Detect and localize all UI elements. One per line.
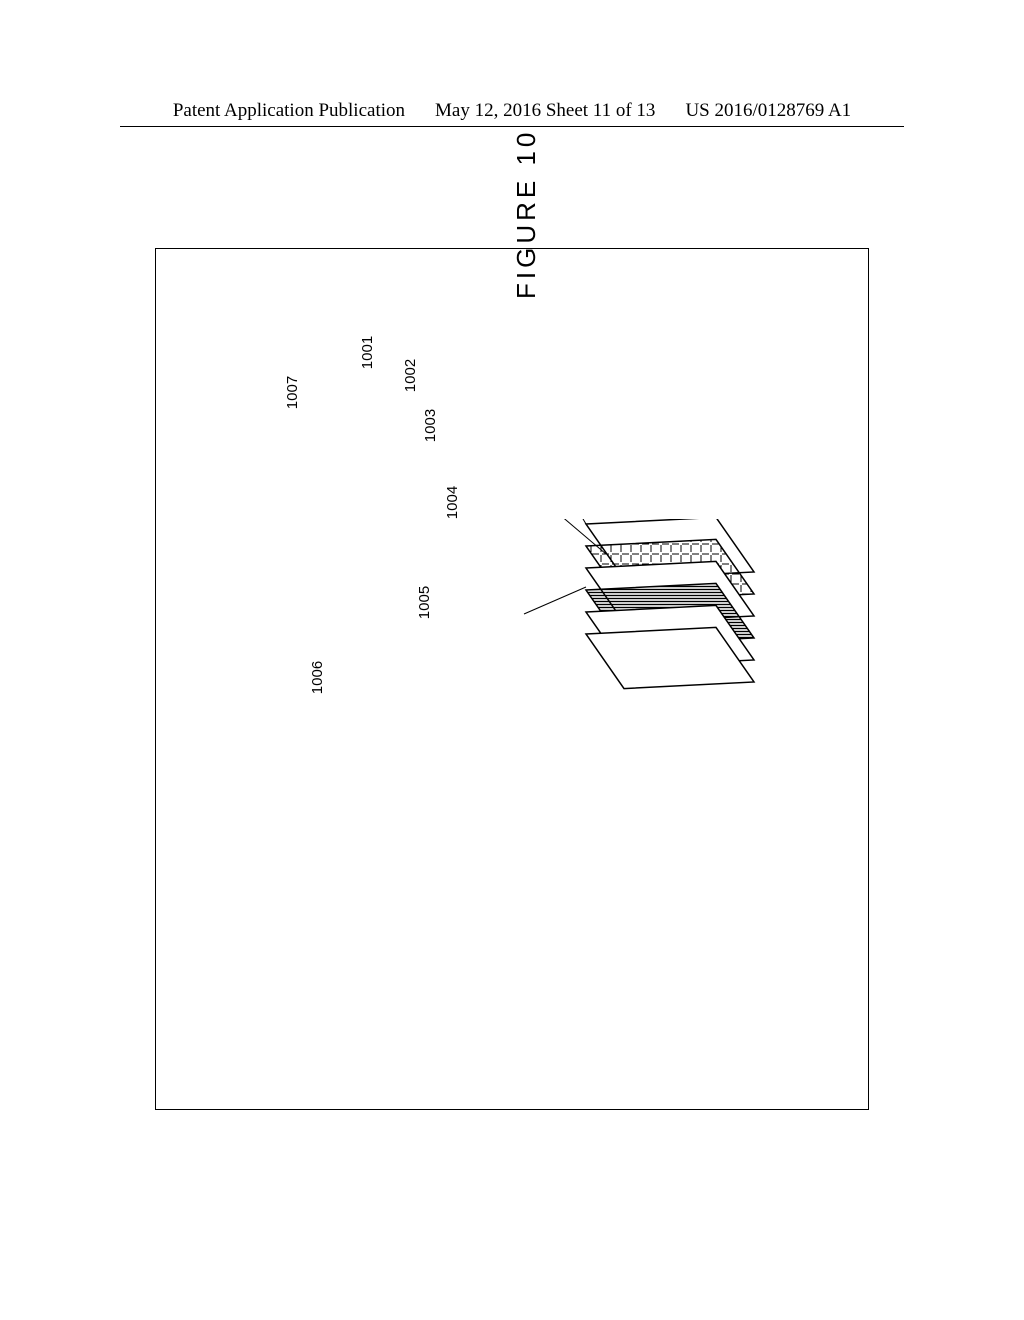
exploded-layer-diagram [521,519,781,839]
header-right: US 2016/0128769 A1 [685,100,851,122]
ref-1005: 1005 [416,586,433,619]
header-rule [120,126,904,127]
page-header: Patent Application Publication May 12, 2… [0,100,1024,122]
figure-frame: FIGURE 10 1007 1001 1002 1003 1004 1005 … [155,248,869,1110]
ref-1006: 1006 [309,661,326,694]
ref-1004: 1004 [444,486,461,519]
header-center: May 12, 2016 Sheet 11 of 13 [435,100,655,122]
ref-1001: 1001 [359,336,376,369]
ref-1007: 1007 [284,376,301,409]
figure-title: FIGURE 10 [511,129,542,299]
header-left: Patent Application Publication [173,100,405,122]
ref-1002: 1002 [402,359,419,392]
ref-1003: 1003 [422,409,439,442]
